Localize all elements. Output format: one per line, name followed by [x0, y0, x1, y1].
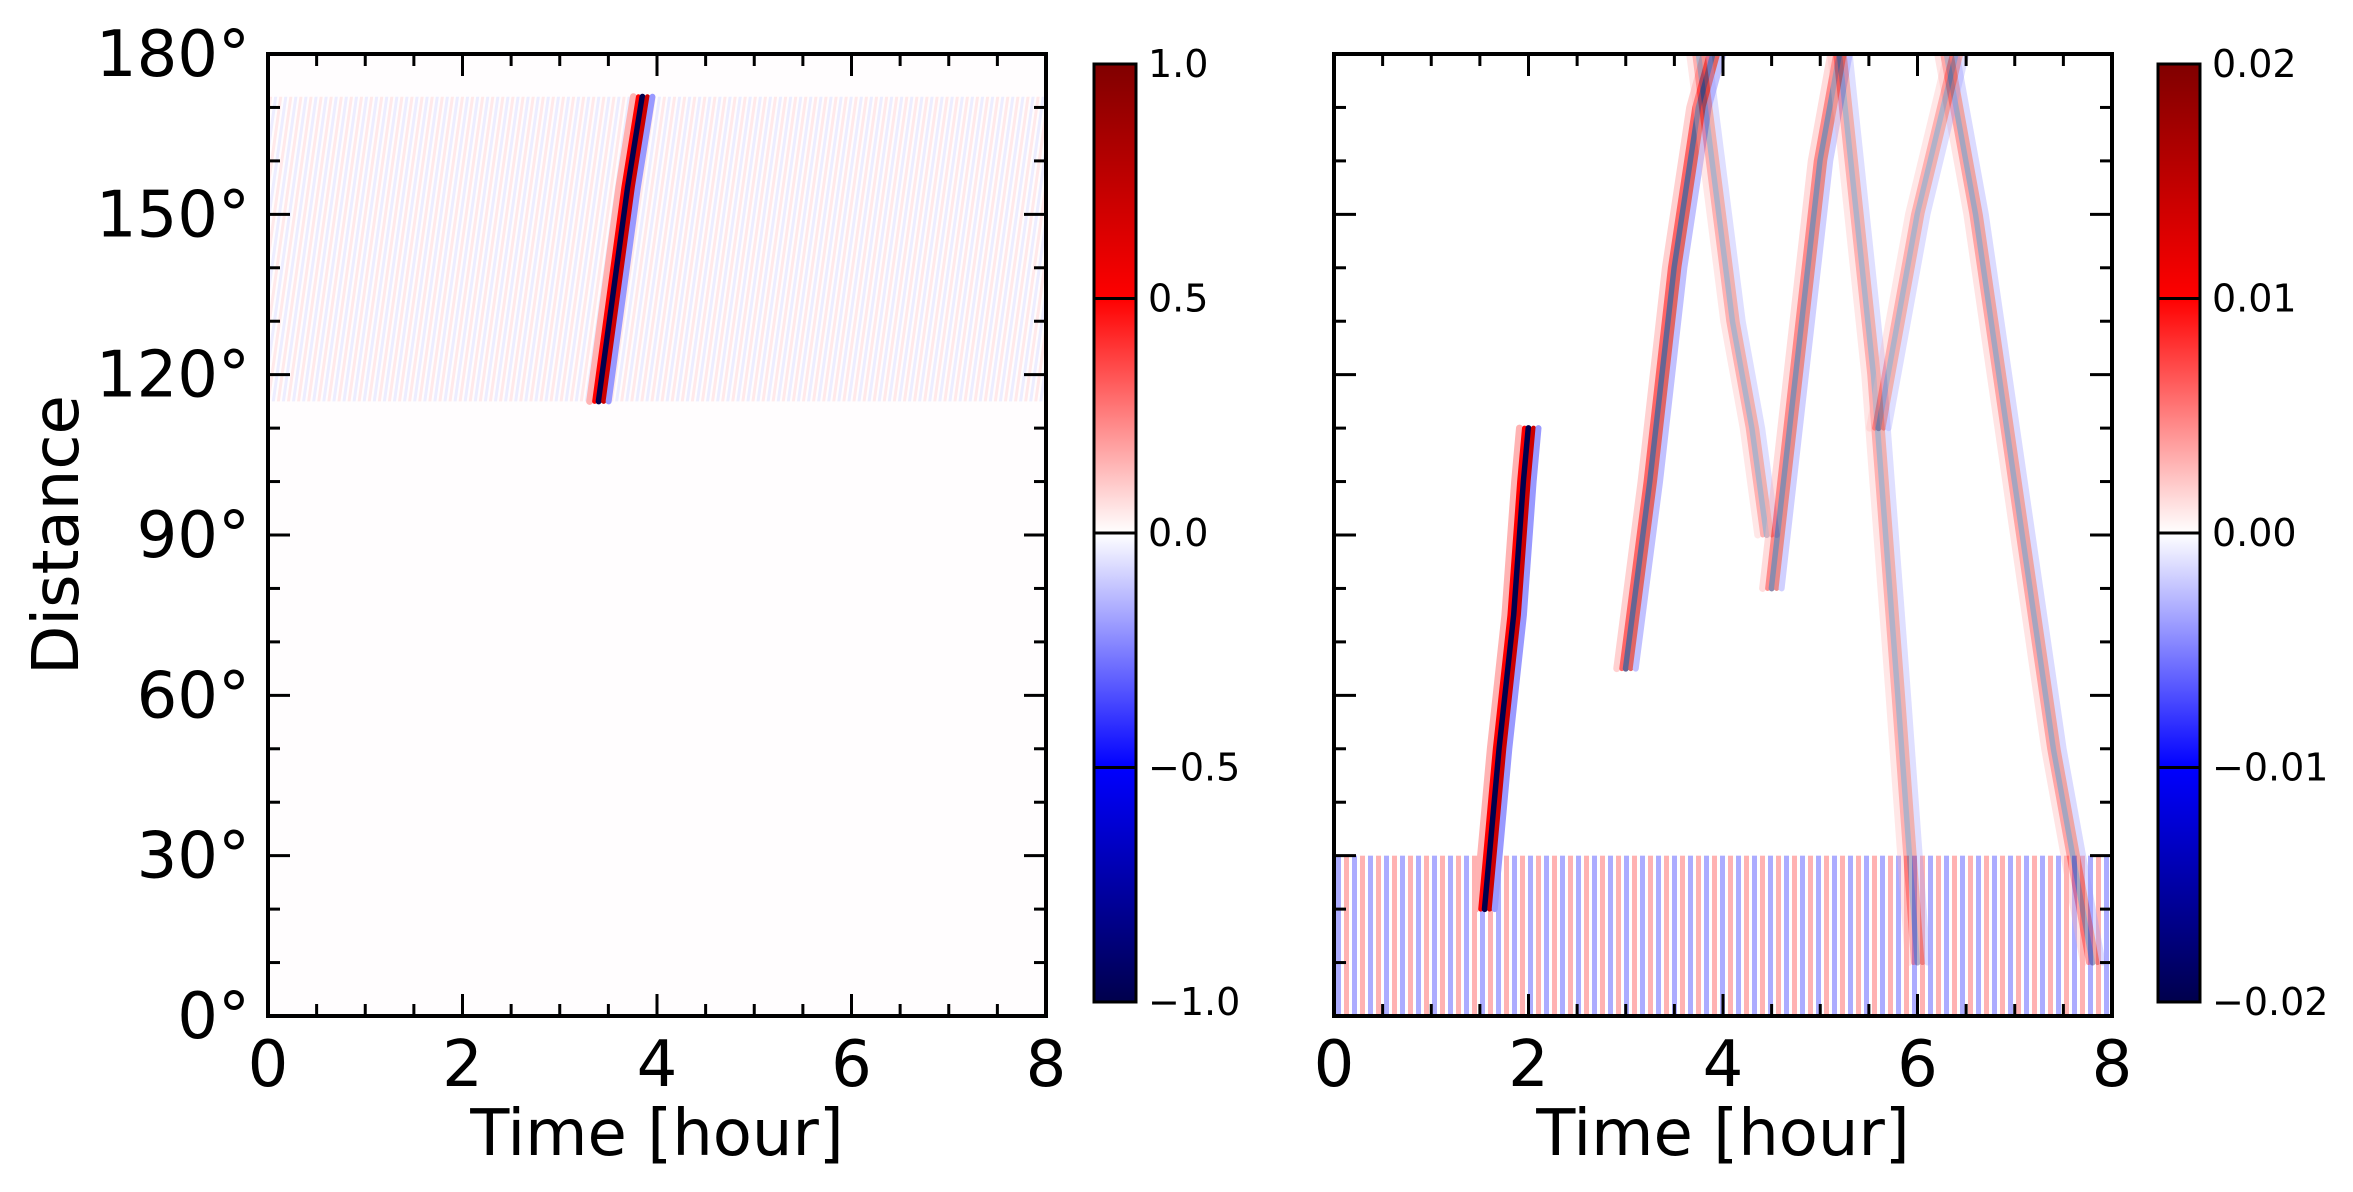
left-heatmap-layer	[268, 93, 1046, 405]
right-x-tick-label: 2	[1508, 1028, 1549, 1102]
right-wave-arrival	[1934, 54, 2106, 967]
left-colorbar-tick-label: 1.0	[1148, 42, 1208, 86]
left-wave-arrival	[586, 93, 656, 405]
left-colorbar-tick-label: −0.5	[1148, 746, 1240, 790]
left-x-axis-label: Time [hour]	[469, 1097, 844, 1171]
left-x-tick-label: 0	[248, 1028, 289, 1102]
left-panel: 0 2 4 6 8 0° 30° 60° 90° 120° 150° 180° Time [hour]…	[20, 18, 1066, 1171]
right-wave-arrival	[1686, 54, 1780, 539]
right-x-tick-label: 4	[1703, 1028, 1744, 1102]
right-wave-arrival	[1613, 54, 1727, 673]
right-x-tick-label: 8	[2092, 1028, 2133, 1102]
left-colorbar: 1.0 0.5 0.0 −0.5 −1.0	[1092, 42, 1240, 1024]
right-bottom-noise-band	[1334, 855, 2112, 1016]
right-panel: 0 2 4 6 8 Time [hour]	[1314, 52, 2133, 1171]
left-x-tick-label: 4	[637, 1028, 678, 1102]
right-x-axis-label: Time [hour]	[1535, 1097, 1910, 1171]
left-x-tick-label: 6	[831, 1028, 872, 1102]
left-data-region	[268, 96, 1046, 402]
right-heatmap-layer	[1334, 54, 2112, 1016]
left-colorbar-tick-label: −1.0	[1148, 980, 1240, 1024]
left-y-tick-label: 60°	[137, 659, 250, 733]
left-y-tick-label: 150°	[96, 178, 250, 252]
left-y-tick-label: 180°	[96, 18, 250, 92]
left-x-tick-label: 8	[1026, 1028, 1067, 1102]
left-y-tick-label: 0°	[177, 980, 250, 1054]
left-y-tick-label: 120°	[96, 339, 250, 413]
right-colorbar: 0.02 0.01 0.00 −0.01 −0.02	[2156, 42, 2328, 1024]
left-y-tick-label: 90°	[137, 499, 250, 573]
right-wave-arrival	[1472, 424, 1542, 913]
right-colorbar-tick-label: 0.00	[2212, 511, 2297, 555]
left-y-axis-label: Distance	[20, 395, 94, 675]
right-colorbar-tick-label: 0.01	[2212, 277, 2297, 321]
left-y-tick-label: 30°	[137, 820, 250, 894]
right-wave-arrival	[1827, 54, 1931, 967]
left-colorbar-tick-label: 0.0	[1148, 511, 1208, 555]
right-colorbar-tick-label: −0.02	[2212, 980, 2328, 1024]
right-x-tick-label: 0	[1314, 1028, 1355, 1102]
right-x-tick-label: 6	[1897, 1028, 1938, 1102]
right-colorbar-tick-label: 0.02	[2212, 42, 2297, 86]
right-wave-arrival	[1866, 54, 1970, 432]
left-x-tick-label: 2	[442, 1028, 483, 1102]
right-colorbar-tick-label: −0.01	[2212, 746, 2328, 790]
left-colorbar-tick-label: 0.5	[1148, 277, 1208, 321]
right-wave-arrival	[1759, 54, 1853, 592]
